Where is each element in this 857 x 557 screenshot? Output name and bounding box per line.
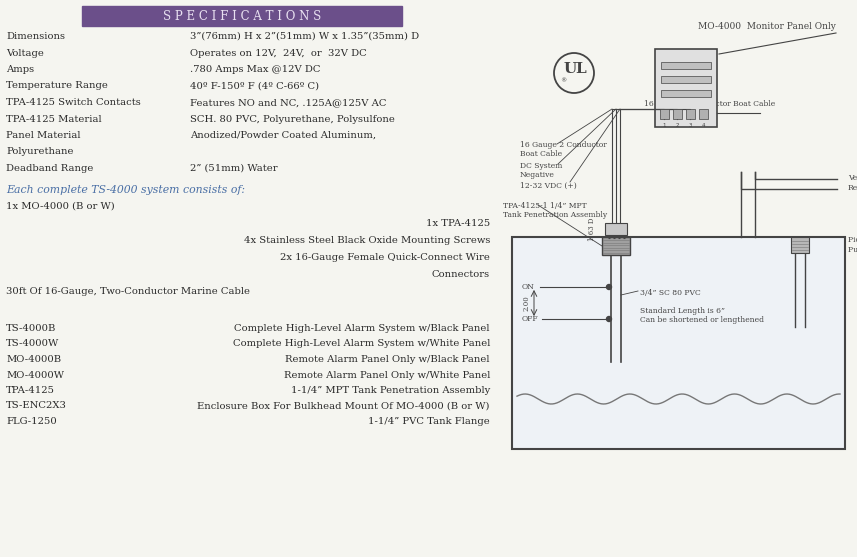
Text: 30ft Of 16-Gauge, Two-Conductor Marine Cable: 30ft Of 16-Gauge, Two-Conductor Marine C… [6,287,250,296]
Text: 12-32 VDC (+): 12-32 VDC (+) [520,182,577,190]
Text: 3”(76mm) H x 2”(51mm) W x 1.35”(35mm) D: 3”(76mm) H x 2”(51mm) W x 1.35”(35mm) D [190,32,419,41]
Text: Polyurethane: Polyurethane [6,148,74,157]
Text: 16 Gauge 2 Conductor
Boat Cable: 16 Gauge 2 Conductor Boat Cable [520,141,607,158]
Text: Remote Alarm Panel Only w/Black Panel: Remote Alarm Panel Only w/Black Panel [285,355,490,364]
Text: Features NO and NC, .125A@125V AC: Features NO and NC, .125A@125V AC [190,98,387,107]
Text: TS-4000B: TS-4000B [6,324,57,333]
Text: DC System
Negative: DC System Negative [520,162,562,179]
Text: .780 Amps Max @12V DC: .780 Amps Max @12V DC [190,65,321,74]
Text: 40º F-150º F (4º C-66º C): 40º F-150º F (4º C-66º C) [190,81,319,90]
Text: TPA-4125-1 1/4” MPT
Tank Penetration Assembly: TPA-4125-1 1/4” MPT Tank Penetration Ass… [503,202,607,219]
Text: Vent- 3/4” Min.
Recommended: Vent- 3/4” Min. Recommended [848,174,857,192]
Text: 16 Gauge 2 Conductor Boat Cable: 16 Gauge 2 Conductor Boat Cable [644,100,776,108]
Text: U: U [563,62,577,76]
Text: 4: 4 [702,123,705,128]
Text: Complete High-Level Alarm System w/Black Panel: Complete High-Level Alarm System w/Black… [235,324,490,333]
Text: Each complete TS-4000 system consists of:: Each complete TS-4000 system consists of… [6,185,245,195]
Text: MO-4000W: MO-4000W [6,370,64,379]
Bar [655,49,717,127]
Text: 3: 3 [689,123,692,128]
Text: 1-1/4” PVC Tank Flange: 1-1/4” PVC Tank Flange [369,417,490,426]
Text: 2.00: 2.00 [523,295,531,311]
Text: L: L [576,62,586,76]
Text: TS-4000W: TS-4000W [6,340,59,349]
Text: SCH. 80 PVC, Polyurethane, Polysulfone: SCH. 80 PVC, Polyurethane, Polysulfone [190,115,395,124]
Text: 1.63 D: 1.63 D [588,217,596,241]
Bar [673,109,682,119]
Text: Dimensions: Dimensions [6,32,65,41]
Text: Pickup to Waste
Pump Out: Pickup to Waste Pump Out [848,236,857,253]
Bar [661,62,711,69]
Text: Operates on 12V,  24V,  or  32V DC: Operates on 12V, 24V, or 32V DC [190,48,367,57]
Text: 1x MO-4000 (B or W): 1x MO-4000 (B or W) [6,202,115,211]
Bar [791,237,809,253]
Text: Deadband Range: Deadband Range [6,164,93,173]
Text: TS-ENC2X3: TS-ENC2X3 [6,402,67,411]
Text: Amps: Amps [6,65,34,74]
Text: TPA-4125: TPA-4125 [6,386,55,395]
Text: Standard Length is 6”
Can be shortened or lengthened: Standard Length is 6” Can be shortened o… [640,307,764,324]
Text: Remote Alarm Panel Only w/White Panel: Remote Alarm Panel Only w/White Panel [284,370,490,379]
Bar [512,237,845,449]
Bar [699,109,708,119]
Text: 2: 2 [676,123,680,128]
Text: 2” (51mm) Water: 2” (51mm) Water [190,164,278,173]
Text: TPA-4125 Switch Contacts: TPA-4125 Switch Contacts [6,98,141,107]
Text: Voltage: Voltage [6,48,44,57]
Text: Complete High-Level Alarm System w/White Panel: Complete High-Level Alarm System w/White… [232,340,490,349]
Text: 1: 1 [662,123,666,128]
Text: Enclosure Box For Bulkhead Mount Of MO-4000 (B or W): Enclosure Box For Bulkhead Mount Of MO-4… [197,402,490,411]
Bar [605,223,627,235]
Text: ON: ON [522,283,535,291]
Text: 4x Stainless Steel Black Oxide Mounting Screws: 4x Stainless Steel Black Oxide Mounting … [243,236,490,245]
Bar [661,76,711,83]
Circle shape [607,316,612,321]
Text: Connectors: Connectors [432,270,490,279]
Text: 1-1/4” MPT Tank Penetration Assembly: 1-1/4” MPT Tank Penetration Assembly [291,386,490,395]
Bar [661,90,711,97]
Bar [686,109,695,119]
Circle shape [607,285,612,290]
Text: MO-4000B: MO-4000B [6,355,61,364]
Text: FLG-1250: FLG-1250 [6,417,57,426]
Text: Temperature Range: Temperature Range [6,81,108,90]
Text: Panel Material: Panel Material [6,131,81,140]
Text: 2x 16-Gauge Female Quick-Connect Wire: 2x 16-Gauge Female Quick-Connect Wire [280,253,490,262]
Text: 3/4” SC 80 PVC: 3/4” SC 80 PVC [640,289,701,297]
Text: TPA-4125 Material: TPA-4125 Material [6,115,102,124]
Text: S P E C I F I C A T I O N S: S P E C I F I C A T I O N S [163,9,321,22]
Text: OFF: OFF [522,315,539,323]
Text: ®: ® [560,79,566,84]
Bar [602,237,630,255]
Bar [82,6,402,26]
Text: MO-4000  Monitor Panel Only: MO-4000 Monitor Panel Only [698,22,836,31]
Text: Anodized/Powder Coated Aluminum,: Anodized/Powder Coated Aluminum, [190,131,376,140]
Bar [660,109,669,119]
Text: 1x TPA-4125: 1x TPA-4125 [426,219,490,228]
